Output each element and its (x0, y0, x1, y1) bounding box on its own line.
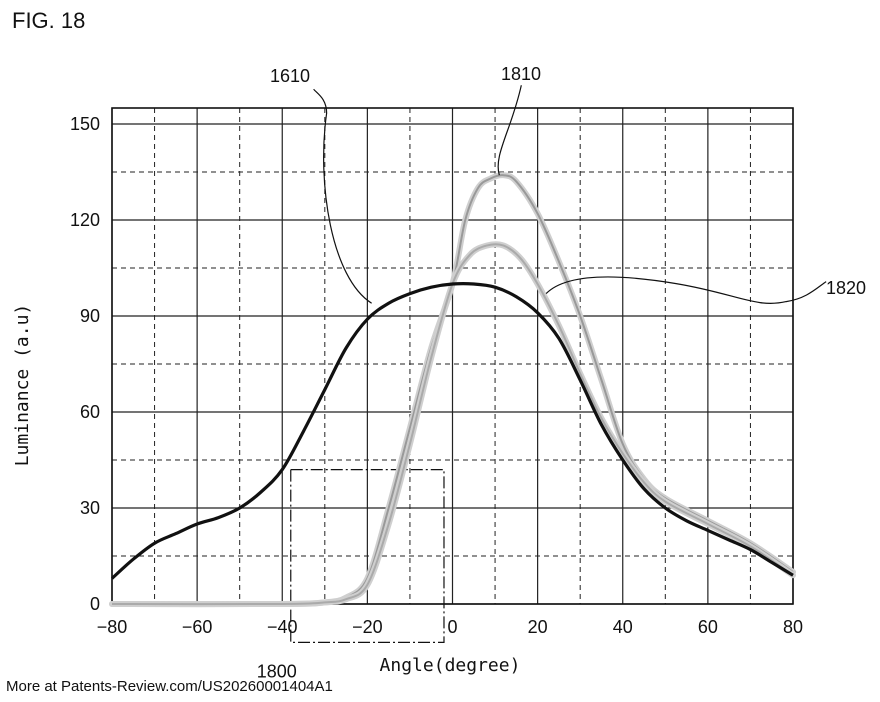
figure-label: FIG. 18 (12, 8, 86, 33)
annotation-label: 1800 (257, 661, 297, 681)
y-axis-title: Luminance (a.u) (12, 304, 33, 467)
reference-box-layer (290, 469, 445, 644)
series-layer (109, 172, 796, 608)
x-tick-label: 60 (698, 617, 718, 637)
series-line-2 (111, 243, 794, 606)
annotation-leader (497, 85, 522, 176)
tick-labels: −80 −60 −40 −20 0 20 40 60 80 0 30 60 90 120 150 (70, 114, 803, 637)
grid-lines (111, 107, 794, 605)
y-tick-label: 120 (70, 210, 100, 230)
x-tick-label: −20 (352, 617, 383, 637)
y-tick-label: 0 (90, 594, 100, 614)
footer-source-text: More at Patents-Review.com/US20260001404… (6, 678, 333, 695)
annotation-region-box (290, 469, 445, 644)
y-tick-label: 150 (70, 114, 100, 134)
x-tick-label: −60 (182, 617, 213, 637)
annotation-leader (545, 276, 827, 304)
y-tick-label: 90 (80, 306, 100, 326)
x-tick-label: 40 (613, 617, 633, 637)
annotation-leader (313, 88, 372, 304)
annotation-layer: 1610 1810 1820 1800 (257, 64, 866, 681)
x-axis-title: Angle(degree) (380, 655, 521, 676)
x-tick-label: −40 (267, 617, 298, 637)
y-tick-label: 60 (80, 402, 100, 422)
plot-frame (111, 107, 794, 605)
series-line-0 (110, 282, 794, 580)
annotation-label: 1610 (270, 66, 310, 86)
annotation-label: 1810 (501, 64, 541, 84)
annotation-label: 1820 (826, 278, 866, 298)
x-tick-label: 80 (783, 617, 803, 637)
x-tick-label: −80 (97, 617, 128, 637)
y-tick-label: 30 (80, 498, 100, 518)
x-tick-label: 20 (528, 617, 548, 637)
x-tick-label: 0 (447, 617, 457, 637)
